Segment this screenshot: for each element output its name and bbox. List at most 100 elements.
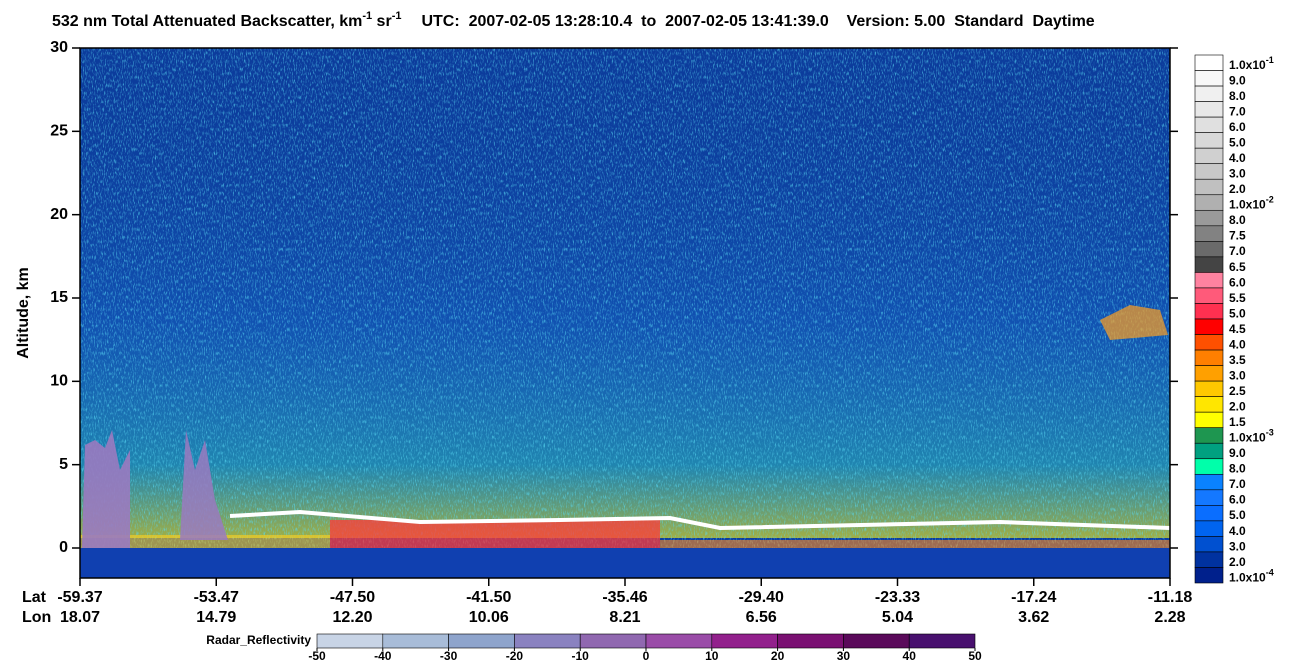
colorbar-box (1194, 163, 1224, 180)
y-tick-label: 10 (50, 373, 68, 390)
colorbar-label: 6.0 (1229, 493, 1246, 507)
radar-tick-label: -50 (308, 649, 326, 663)
colorbar-label: 7.0 (1229, 477, 1246, 491)
colorbar-label: 2.0 (1229, 400, 1246, 414)
colorbar-box (1194, 365, 1224, 382)
colorbar-box (1194, 54, 1224, 71)
colorbar-label: 3.0 (1229, 539, 1246, 553)
colorbar-label-text: 6.0 (1229, 493, 1246, 507)
colorbar-label: 5.0 (1229, 307, 1246, 321)
radar-tick-label: 10 (705, 649, 719, 663)
colorbar-label-text: 5.0 (1229, 136, 1246, 150)
colorbar-label: 5.0 (1229, 136, 1246, 150)
lat-label: -23.33 (875, 589, 920, 606)
colorbar-label-exp: -4 (1266, 568, 1274, 578)
radar-tick-label: -20 (506, 649, 524, 663)
colorbar-label: 8.0 (1229, 213, 1246, 227)
colorbar-label-text: 6.0 (1229, 275, 1246, 289)
colorbar-label: 5.5 (1229, 291, 1246, 305)
colorbar-box (1194, 551, 1224, 568)
y-tick-label: 25 (50, 123, 68, 140)
colorbar-label-text: 1.0x10 (1229, 58, 1266, 72)
y-tick-label: 20 (50, 206, 68, 223)
colorbar-label-text: 3.0 (1229, 539, 1246, 553)
radar-tick-label: 0 (643, 649, 650, 663)
radar-colorbar-box (711, 633, 778, 649)
lon-label: 5.04 (882, 609, 913, 626)
colorbar-label-text: 7.0 (1229, 477, 1246, 491)
radar-tick-label: 50 (968, 649, 982, 663)
colorbar-box (1194, 489, 1224, 506)
lat-label: -53.47 (194, 589, 239, 606)
radar-colorbar-box (316, 633, 384, 649)
lat-row-label: Lat (22, 589, 47, 606)
colorbar-label: 1.5 (1229, 415, 1246, 429)
colorbar-label: 4.0 (1229, 151, 1246, 165)
colorbar-label: 4.0 (1229, 524, 1246, 538)
colorbar-box (1194, 178, 1224, 196)
colorbar-box (1194, 442, 1224, 460)
radar-colorbar-box (514, 633, 581, 649)
lat-label: -17.24 (1011, 589, 1056, 606)
colorbar-label-text: 1.0x10 (1229, 571, 1266, 585)
radar-colorbar-label: Radar_Reflectivity (206, 633, 311, 647)
colorbar-box (1194, 116, 1224, 133)
colorbar-label-exp: -2 (1266, 195, 1274, 205)
lon-label: 6.56 (746, 609, 777, 626)
colorbar-label: 1.0x10-4 (1229, 568, 1274, 585)
colorbar-label-text: 9.0 (1229, 74, 1246, 88)
colorbar-label-text: 8.0 (1229, 89, 1246, 103)
colorbar-box (1194, 241, 1224, 258)
y-tick-label: 30 (50, 39, 68, 56)
colorbar-box (1194, 209, 1224, 227)
colorbar-label: 7.5 (1229, 229, 1246, 243)
y-tick-label: 5 (59, 456, 68, 473)
y-tick-label: 0 (59, 539, 68, 556)
colorbar-label-text: 6.0 (1229, 120, 1246, 134)
lon-label: 14.79 (196, 609, 236, 626)
colorbar-label-text: 5.0 (1229, 307, 1246, 321)
colorbar-box (1194, 380, 1224, 397)
colorbar-label: 6.0 (1229, 120, 1246, 134)
colorbar-label-text: 7.5 (1229, 229, 1246, 243)
colorbar-box (1194, 225, 1224, 242)
colorbar-label: 1.0x10-1 (1229, 55, 1274, 72)
colorbar-label-text: 5.0 (1229, 508, 1246, 522)
title-part: UTC: 2007-02-05 13:28:10.4 to 2007-02-05… (421, 13, 1094, 30)
colorbar-label: 3.0 (1229, 369, 1246, 383)
colorbar-label-text: 4.0 (1229, 524, 1246, 538)
colorbar-label: 2.0 (1229, 182, 1246, 196)
colorbar-label-text: 9.0 (1229, 446, 1246, 460)
colorbar-box (1194, 458, 1224, 475)
colorbar-label-exp: -3 (1266, 428, 1274, 438)
colorbar-box (1194, 272, 1224, 289)
colorbar-label-text: 1.0x10 (1229, 431, 1266, 445)
lon-label: 10.06 (469, 609, 509, 626)
colorbar-label-text: 2.0 (1229, 182, 1246, 196)
radar-tick-label: 30 (837, 649, 851, 663)
y-tick-label: 15 (50, 289, 68, 306)
colorbar-box (1194, 536, 1224, 553)
colorbar-box (1194, 318, 1224, 335)
lon-label: 2.28 (1154, 609, 1185, 626)
lon-label: 18.07 (60, 609, 100, 626)
title-part: 532 nm Total Attenuated Backscatter, km (52, 13, 362, 30)
colorbar-label: 9.0 (1229, 446, 1246, 460)
colorbar-label-text: 3.5 (1229, 353, 1246, 367)
radar-tick-label: -10 (572, 649, 590, 663)
colorbar-label: 3.5 (1229, 353, 1246, 367)
colorbar-label: 7.0 (1229, 105, 1246, 119)
radar-colorbar-box (645, 633, 713, 649)
colorbar-label-text: 6.5 (1229, 260, 1246, 274)
title-part: sr (372, 13, 392, 30)
colorbar-label: 7.0 (1229, 244, 1246, 258)
lat-label: -29.40 (739, 589, 784, 606)
colorbar-label-text: 2.0 (1229, 555, 1246, 569)
colorbar-label-text: 1.5 (1229, 415, 1246, 429)
colorbar-box (1194, 520, 1224, 537)
radar-tick-label: 20 (771, 649, 785, 663)
lon-label: 8.21 (609, 609, 640, 626)
colorbar-box (1194, 70, 1224, 87)
colorbar-label: 1.0x10-2 (1229, 195, 1274, 212)
